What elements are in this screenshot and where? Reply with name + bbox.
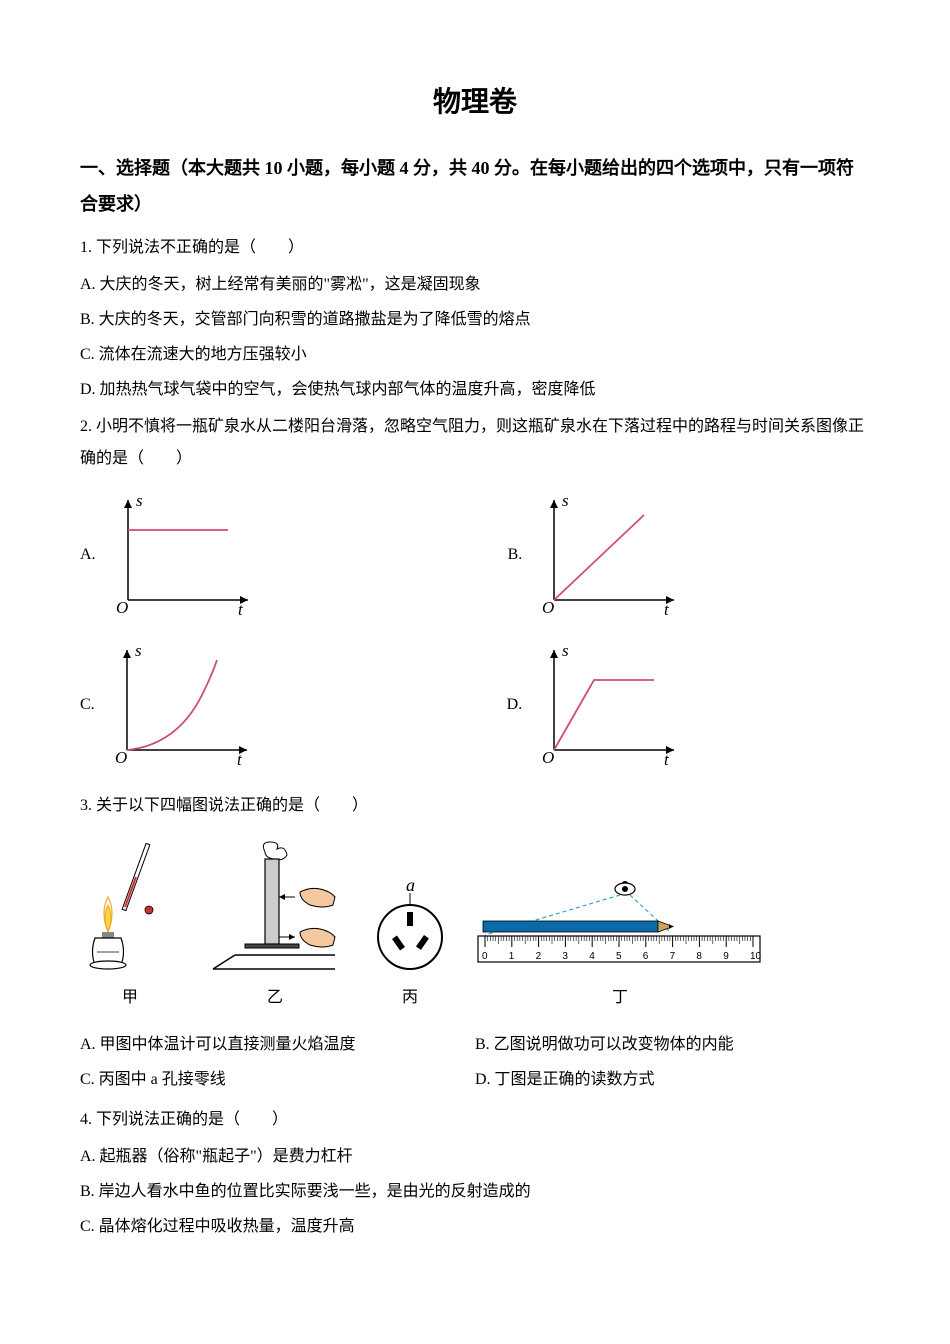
axis-s-label: s	[135, 641, 142, 660]
q3-fig-bing: a 丙	[370, 877, 450, 1014]
q2-label-c: C.	[80, 689, 95, 721]
graph-b-svg: s t O	[534, 490, 684, 620]
question-1: 1. 下列说法不正确的是（ ） A. 大庆的冬天，树上经常有美丽的"雾凇"，这是…	[80, 232, 870, 406]
socket-icon: a	[370, 877, 450, 977]
axis-t-label: t	[664, 600, 670, 619]
question-4: 4. 下列说法正确的是（ ） A. 起瓶器（俗称"瓶起子"）是费力杠杆 B. 岸…	[80, 1104, 870, 1243]
q3-label-yi: 乙	[267, 982, 283, 1014]
graph-a-svg: s t O	[108, 490, 258, 620]
graph-c-svg: s t O	[107, 640, 257, 770]
axis-t-label: t	[237, 750, 243, 769]
lamp-thermometer-icon	[80, 837, 180, 977]
svg-text:1: 1	[509, 951, 515, 962]
svg-text:2: 2	[536, 951, 542, 962]
q3-stem: 3. 关于以下四幅图说法正确的是（ ）	[80, 790, 870, 822]
svg-text:4: 4	[589, 951, 595, 962]
q3-fig-yi: 乙	[205, 837, 345, 1014]
q4-stem: 4. 下列说法正确的是（ ）	[80, 1104, 870, 1136]
q3-option-b: B. 乙图说明做功可以改变物体的内能	[475, 1029, 870, 1061]
svg-text:3: 3	[562, 951, 568, 962]
origin-label: O	[542, 748, 554, 767]
q1-option-d: D. 加热热气球气袋中的空气，会使热气球内部气体的温度升高，密度降低	[80, 374, 870, 406]
axis-s-label: s	[136, 491, 143, 510]
q2-stem: 2. 小明不慎将一瓶矿泉水从二楼阳台滑落，忽略空气阻力，则这瓶矿泉水在下落过程中…	[80, 411, 870, 475]
ruler-reading-icon: 0 1 2 3 4 5 6 7 8 9 10	[475, 877, 765, 977]
q3-label-ding: 丁	[612, 982, 628, 1014]
socket-a-label: a	[406, 877, 415, 895]
svg-text:5: 5	[616, 951, 622, 962]
q2-graph-d: D. s t O	[507, 640, 685, 770]
q2-graph-c: C. s t O	[80, 640, 257, 770]
q2-graphs-row-2: C. s t O D. s t O	[80, 640, 870, 770]
q1-option-a: A. 大庆的冬天，树上经常有美丽的"雾凇"，这是凝固现象	[80, 269, 870, 301]
graph-d-svg: s t O	[534, 640, 684, 770]
q3-options: A. 甲图中体温计可以直接测量火焰温度 B. 乙图说明做功可以改变物体的内能 C…	[80, 1029, 870, 1099]
q4-option-c: C. 晶体熔化过程中吸收热量，温度升高	[80, 1211, 870, 1243]
svg-text:0: 0	[482, 951, 488, 962]
q4-option-b: B. 岸边人看水中鱼的位置比实际要浅一些，是由光的反射造成的	[80, 1176, 870, 1208]
q1-stem: 1. 下列说法不正确的是（ ）	[80, 232, 870, 264]
q1-option-b: B. 大庆的冬天，交管部门向积雪的道路撒盐是为了降低雪的熔点	[80, 304, 870, 336]
question-2: 2. 小明不慎将一瓶矿泉水从二楼阳台滑落，忽略空气阻力，则这瓶矿泉水在下落过程中…	[80, 411, 870, 770]
q3-fig-ding: 0 1 2 3 4 5 6 7 8 9 10 丁	[475, 877, 765, 1014]
origin-label: O	[116, 598, 128, 617]
q3-option-c: C. 丙图中 a 孔接零线	[80, 1064, 475, 1096]
axis-s-label: s	[562, 641, 569, 660]
q3-option-d: D. 丁图是正确的读数方式	[475, 1064, 870, 1096]
q2-graph-b: B. s t O	[508, 490, 685, 620]
svg-text:10: 10	[750, 951, 762, 962]
q2-graph-a: A. s t O	[80, 490, 258, 620]
axis-t-label: t	[238, 600, 244, 619]
origin-label: O	[115, 748, 127, 767]
svg-text:8: 8	[696, 951, 702, 962]
q3-label-jia: 甲	[122, 982, 138, 1014]
section-header: 一、选择题（本大题共 10 小题，每小题 4 分，共 40 分。在每小题给出的四…	[80, 150, 870, 222]
q2-label-d: D.	[507, 689, 523, 721]
svg-text:7: 7	[670, 951, 676, 962]
q3-figures: 甲 乙 a	[80, 837, 870, 1014]
question-3: 3. 关于以下四幅图说法正确的是（ ） 甲	[80, 790, 870, 1099]
page-title: 物理卷	[80, 80, 870, 120]
q2-label-a: A.	[80, 539, 96, 571]
origin-label: O	[542, 598, 554, 617]
q2-label-b: B.	[508, 539, 523, 571]
q3-fig-jia: 甲	[80, 837, 180, 1014]
friction-hands-icon	[205, 837, 345, 977]
svg-text:6: 6	[643, 951, 649, 962]
q3-option-a: A. 甲图中体温计可以直接测量火焰温度	[80, 1029, 475, 1061]
q4-option-a: A. 起瓶器（俗称"瓶起子"）是费力杠杆	[80, 1141, 870, 1173]
svg-text:9: 9	[723, 951, 729, 962]
q2-graphs-row-1: A. s t O B. s t O	[80, 490, 870, 620]
axis-t-label: t	[664, 750, 670, 769]
q3-label-bing: 丙	[402, 982, 418, 1014]
q1-option-c: C. 流体在流速大的地方压强较小	[80, 339, 870, 371]
axis-s-label: s	[562, 491, 569, 510]
